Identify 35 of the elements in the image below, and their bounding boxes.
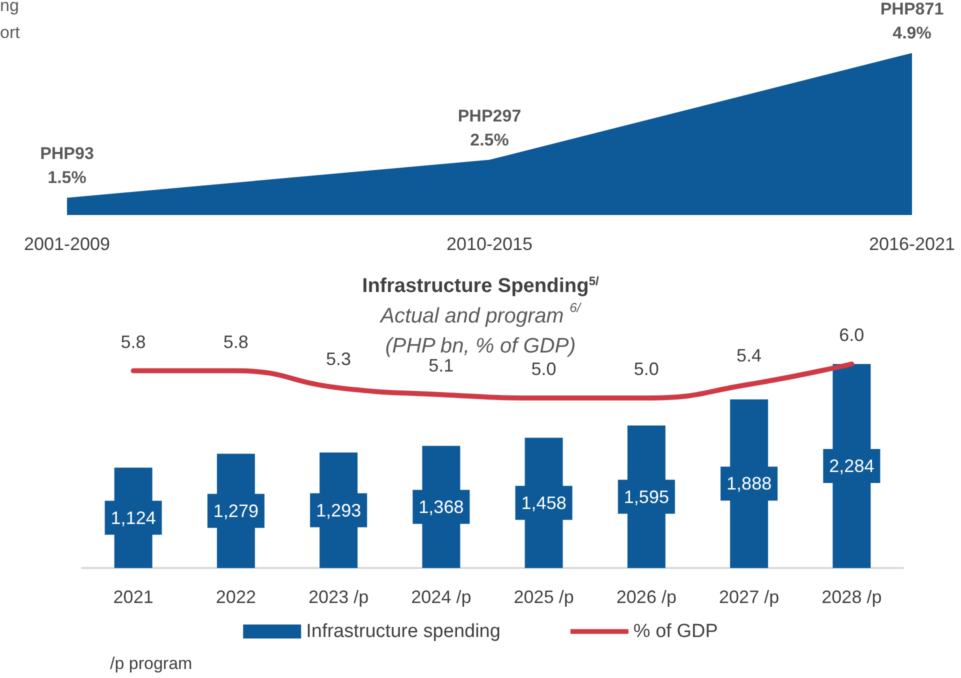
x-tick-label: 2028 /p <box>822 587 882 607</box>
text: Actual and program 6/ (PHP bn, % of GDP) <box>380 300 580 358</box>
data-label: 6.0 <box>839 325 864 345</box>
data-label: 1,368 <box>418 496 464 517</box>
data-label: 5.0 <box>634 359 659 379</box>
x-tick-label: 2025 /p <box>514 587 574 607</box>
data-label: 5.1 <box>428 356 454 376</box>
data-label: 1,595 <box>624 486 669 507</box>
x-tick-label: 2023 /p <box>308 587 369 607</box>
data-label: 1,124 <box>110 508 156 528</box>
data-label: 5.8 <box>223 332 248 352</box>
data-label: 5.4 <box>736 345 762 366</box>
data-label: PHP297 2.5% <box>458 106 522 150</box>
text: /p program <box>110 654 192 673</box>
text: ng ort <box>0 0 20 42</box>
data-label: 5.0 <box>531 359 556 379</box>
x-tick-label: 2024 /p <box>411 587 472 607</box>
x-tick-label: 2027 /p <box>719 587 780 607</box>
x-tick-label: 2022 <box>216 587 256 607</box>
legend-label: Infrastructure spending <box>306 621 500 642</box>
x-tick-label: 2001-2009 <box>24 234 110 254</box>
data-label: 1,458 <box>521 492 566 513</box>
data-label: 2,284 <box>829 456 874 476</box>
x-tick-label: 2021 <box>113 587 154 607</box>
data-label: 5.3 <box>326 348 352 369</box>
legend-label: % of GDP <box>633 621 718 642</box>
data-label: 1,888 <box>726 474 772 494</box>
data-label: 1,279 <box>213 500 258 521</box>
data-label: PHP93 1.5% <box>40 144 94 188</box>
data-label: 5.8 <box>120 332 146 352</box>
x-tick-label: 2016-2021 <box>868 234 956 254</box>
x-tick-label: 2026 /p <box>616 587 676 607</box>
data-label: PHP871 4.9% <box>880 0 944 42</box>
data-label: 1,293 <box>316 500 362 520</box>
x-tick-label: 2010-2015 <box>446 234 533 254</box>
